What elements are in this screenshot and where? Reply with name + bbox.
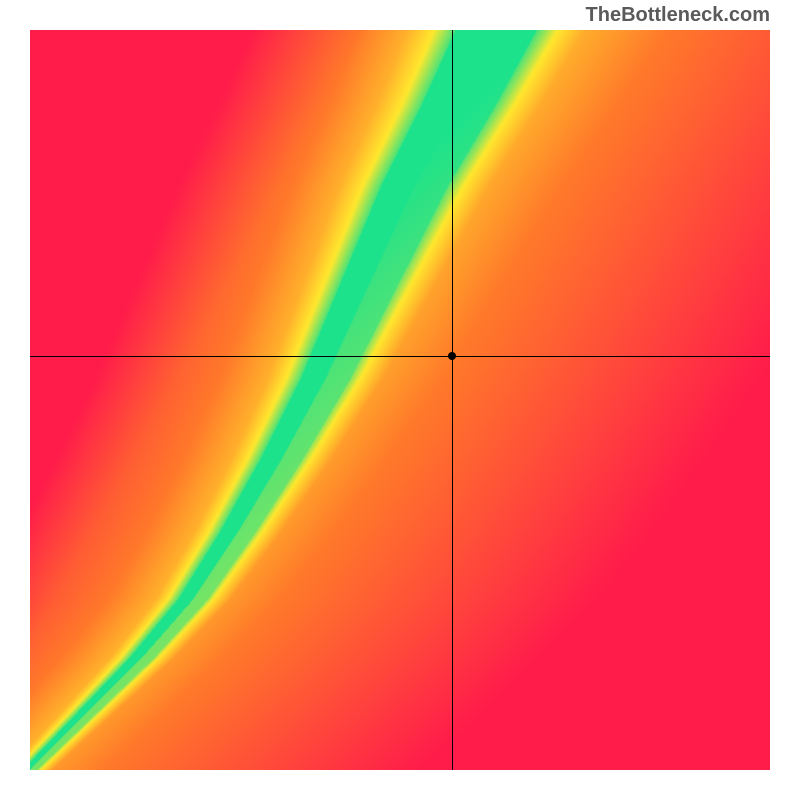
crosshair-dot	[448, 352, 456, 360]
watermark-label: TheBottleneck.com	[586, 4, 770, 27]
plot-area	[30, 30, 770, 770]
crosshair-vertical	[452, 30, 453, 770]
heatmap-canvas	[30, 30, 770, 770]
crosshair-horizontal	[30, 356, 770, 357]
chart-container: TheBottleneck.com	[0, 0, 800, 800]
